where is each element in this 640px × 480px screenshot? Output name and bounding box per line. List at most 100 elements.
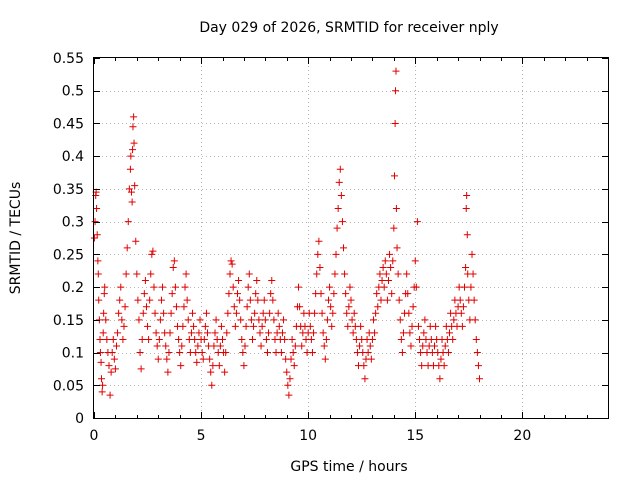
- data-point: [210, 342, 218, 350]
- data-point: [342, 290, 350, 298]
- data-point: [467, 283, 475, 291]
- data-point: [179, 322, 187, 330]
- data-point: [252, 290, 260, 298]
- data-point: [404, 290, 412, 298]
- data-point: [387, 263, 395, 271]
- data-point: [260, 296, 268, 304]
- data-point: [226, 270, 234, 278]
- data-point: [176, 349, 184, 357]
- data-point: [99, 329, 107, 337]
- data-point: [160, 309, 168, 317]
- data-point: [344, 322, 352, 330]
- data-point: [223, 329, 231, 337]
- data-point: [281, 335, 289, 343]
- data-point: [472, 335, 480, 343]
- data-point: [456, 296, 464, 304]
- data-point: [457, 309, 465, 317]
- data-point: [274, 309, 282, 317]
- data-point: [94, 270, 102, 278]
- data-point: [463, 231, 471, 239]
- data-point: [240, 362, 248, 370]
- data-point: [314, 250, 322, 258]
- data-point: [377, 296, 385, 304]
- data-point: [322, 335, 330, 343]
- data-point: [340, 244, 348, 252]
- data-point: [209, 362, 217, 370]
- data-point: [100, 309, 108, 317]
- data-point: [193, 358, 201, 366]
- data-point: [383, 296, 391, 304]
- data-point: [111, 365, 119, 373]
- data-point: [148, 250, 156, 258]
- data-point: [189, 309, 197, 317]
- data-point: [373, 290, 381, 298]
- data-point: [168, 290, 176, 298]
- data-point: [258, 322, 266, 330]
- data-point: [283, 368, 291, 376]
- data-point: [164, 368, 172, 376]
- data-point: [476, 375, 483, 383]
- data-point: [127, 188, 135, 196]
- data-point: [122, 270, 130, 278]
- data-point: [343, 309, 351, 317]
- data-point: [298, 342, 306, 350]
- data-point: [259, 309, 267, 317]
- data-point: [156, 316, 164, 324]
- data-point: [337, 191, 345, 199]
- data-point: [326, 283, 334, 291]
- data-point: [133, 270, 141, 278]
- data-point: [253, 277, 261, 285]
- data-point: [106, 391, 114, 399]
- data-point: [325, 296, 333, 304]
- data-point: [350, 309, 358, 317]
- data-point: [286, 375, 294, 383]
- data-point: [287, 355, 295, 363]
- data-point: [462, 205, 470, 213]
- data-point: [275, 322, 283, 330]
- data-point: [421, 316, 429, 324]
- data-point: [386, 250, 394, 258]
- data-point: [468, 250, 476, 258]
- data-point: [349, 329, 357, 337]
- data-point: [393, 244, 401, 252]
- data-point: [361, 375, 369, 383]
- y-tick-label: 0.05: [53, 378, 84, 394]
- data-point: [187, 329, 195, 337]
- data-point: [105, 362, 113, 370]
- data-point: [357, 322, 365, 330]
- data-point: [371, 329, 379, 337]
- data-point: [132, 237, 140, 245]
- data-point: [95, 316, 103, 324]
- data-point: [338, 218, 346, 226]
- data-point: [398, 349, 406, 357]
- data-point: [306, 322, 314, 330]
- y-tick-label: 0.35: [53, 182, 84, 198]
- data-point: [243, 303, 251, 311]
- data-point: [268, 277, 276, 285]
- data-point: [215, 362, 223, 370]
- data-point: [135, 316, 143, 324]
- data-point: [394, 270, 402, 278]
- x-tick-label: 5: [197, 428, 206, 444]
- data-point: [251, 309, 259, 317]
- data-point: [329, 309, 337, 317]
- data-point: [136, 349, 144, 357]
- data-point: [212, 316, 220, 324]
- data-point: [265, 329, 273, 337]
- data-point: [129, 146, 137, 154]
- data-point: [124, 218, 132, 226]
- data-point: [255, 316, 263, 324]
- data-point: [236, 296, 244, 304]
- data-point: [327, 303, 335, 311]
- data-point: [388, 290, 396, 298]
- data-point: [376, 270, 384, 278]
- data-point: [284, 381, 292, 389]
- data-point: [366, 342, 374, 350]
- data-point: [242, 322, 250, 330]
- data-point: [335, 178, 343, 186]
- data-point: [379, 263, 387, 271]
- data-point: [458, 322, 466, 330]
- data-point: [399, 329, 407, 337]
- data-point: [182, 270, 190, 278]
- data-point: [159, 283, 167, 291]
